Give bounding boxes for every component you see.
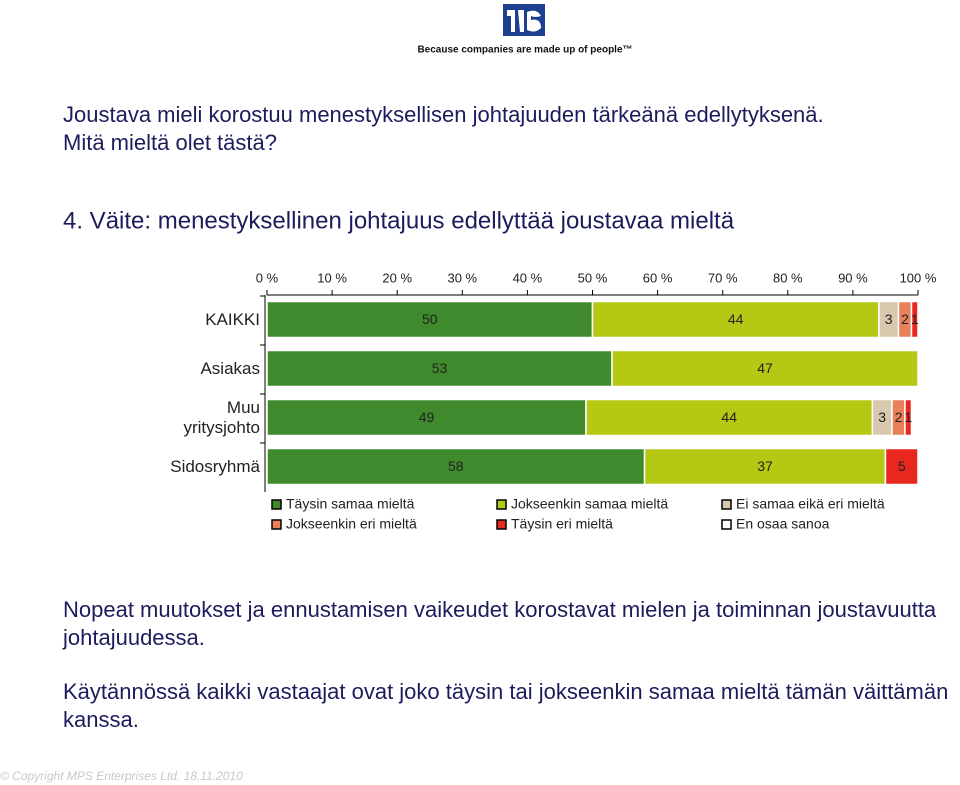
legend-label: En osaa sanoa (736, 516, 830, 532)
question: Mitä mieltä olet tästä? (63, 130, 277, 155)
category-label: Muu yritysjohto (183, 397, 260, 437)
data-label: 58 (448, 458, 464, 474)
x-tick-label: 40 % (513, 270, 543, 285)
legend-swatch (496, 519, 507, 530)
data-label: 1 (904, 409, 912, 425)
data-label: 53 (432, 360, 448, 376)
question: Joustava mieli korostuu menestyksellisen… (63, 102, 824, 127)
bar-segment (611, 349, 919, 388)
legend-label: Täysin samaa mieltä (286, 496, 415, 512)
logo (503, 4, 545, 36)
x-tick-label: 80 % (773, 270, 803, 285)
legend-swatch (271, 519, 282, 530)
x-tick-label: 10 % (317, 270, 347, 285)
data-label: 5 (898, 458, 906, 474)
bar-segment (910, 300, 919, 339)
legend-swatch (721, 519, 732, 530)
data-label: 2 (895, 409, 903, 425)
legend-swatch (271, 499, 282, 510)
legend-swatch (496, 499, 507, 510)
bar-segment (585, 398, 874, 437)
note: Nopeat muutokset ja ennustamisen vaikeud… (63, 597, 937, 650)
legend-swatch (721, 499, 732, 510)
legend-label: Jokseenkin samaa mieltä (511, 496, 668, 512)
data-label: 3 (885, 311, 893, 327)
legend-label: Täysin eri mieltä (511, 516, 613, 532)
legend-label: Ei samaa eikä eri mieltä (736, 496, 885, 512)
data-label: 2 (901, 311, 909, 327)
category-label: Asiakas (200, 358, 260, 378)
x-tick-label: 30 % (447, 270, 477, 285)
data-label: 3 (878, 409, 886, 425)
legend-label: Jokseenkin eri mieltä (286, 516, 417, 532)
data-label: 50 (422, 311, 438, 327)
x-tick-label: 0 % (256, 270, 279, 285)
bar-segment (266, 300, 594, 339)
note: Käytännössä kaikki vastaajat ovat joko t… (63, 679, 949, 732)
data-label: 44 (721, 409, 737, 425)
category-label: KAIKKI (205, 309, 260, 329)
bar-segment (904, 398, 913, 437)
data-label: 47 (757, 360, 773, 376)
chart-title: 4. Väite: menestyksellinen johtajuus ede… (63, 207, 735, 234)
data-label: 44 (728, 311, 744, 327)
x-tick-label: 100 % (900, 270, 937, 285)
x-tick-label: 90 % (838, 270, 868, 285)
x-tick-label: 20 % (382, 270, 412, 285)
tagline: Because companies are made up of people™ (417, 45, 632, 56)
data-label: 1 (911, 311, 919, 327)
x-tick-label: 60 % (643, 270, 673, 285)
footer: © Copyright MPS Enterprises Ltd. 18.11.2… (0, 769, 243, 783)
data-label: 37 (757, 458, 773, 474)
bar-segment (884, 447, 919, 486)
data-label: 49 (419, 409, 435, 425)
x-tick-label: 50 % (578, 270, 608, 285)
category-label: Sidosryhmä (170, 456, 260, 476)
x-tick-label: 70 % (708, 270, 738, 285)
bar-segment (643, 447, 887, 486)
